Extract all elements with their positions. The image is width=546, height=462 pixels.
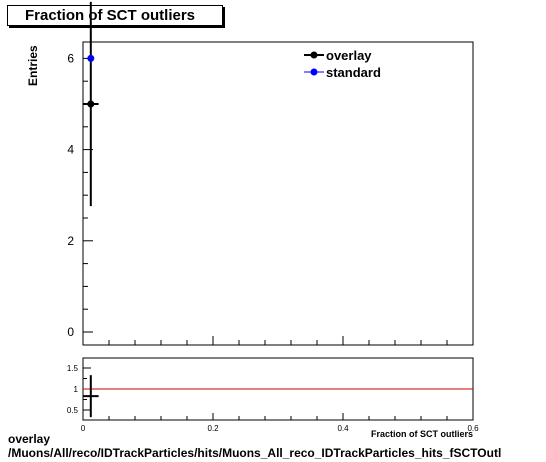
legend-standard-label: standard bbox=[326, 65, 381, 80]
chart-title: Fraction of SCT outliers bbox=[25, 7, 196, 24]
footer-line-1: overlay bbox=[8, 432, 51, 446]
x-tick-label: 0.2 bbox=[207, 424, 219, 433]
standard-point bbox=[87, 54, 95, 62]
y-axis-label: Entries bbox=[26, 45, 40, 86]
ratio-y-tick-label: 1 bbox=[74, 385, 79, 394]
x-axis-label: Fraction of SCT outliers bbox=[371, 429, 473, 439]
y-tick-label: 4 bbox=[67, 143, 74, 157]
overlay-point bbox=[87, 100, 95, 108]
ratio-y-tick-label: 0.5 bbox=[67, 406, 79, 415]
y-tick-label: 2 bbox=[67, 234, 74, 248]
footer-line-2: /Muons/All/reco/IDTrackParticles/hits/Mu… bbox=[8, 446, 502, 460]
ratio-y-tick-label: 1.5 bbox=[67, 364, 79, 373]
legend-standard-marker bbox=[310, 68, 318, 76]
x-tick-label: 0.4 bbox=[337, 424, 349, 433]
legend-overlay-label: overlay bbox=[326, 48, 372, 63]
y-tick-label: 0 bbox=[67, 325, 74, 339]
chart-title-box: Fraction of SCT outliers bbox=[7, 5, 223, 26]
x-tick-label: 0 bbox=[81, 424, 86, 433]
x-tick-label: 0.6 bbox=[467, 424, 479, 433]
legend: overlay standard bbox=[304, 48, 381, 80]
y-tick-label: 6 bbox=[67, 51, 74, 65]
legend-overlay-marker bbox=[310, 51, 318, 59]
main-plot-frame bbox=[82, 41, 474, 346]
